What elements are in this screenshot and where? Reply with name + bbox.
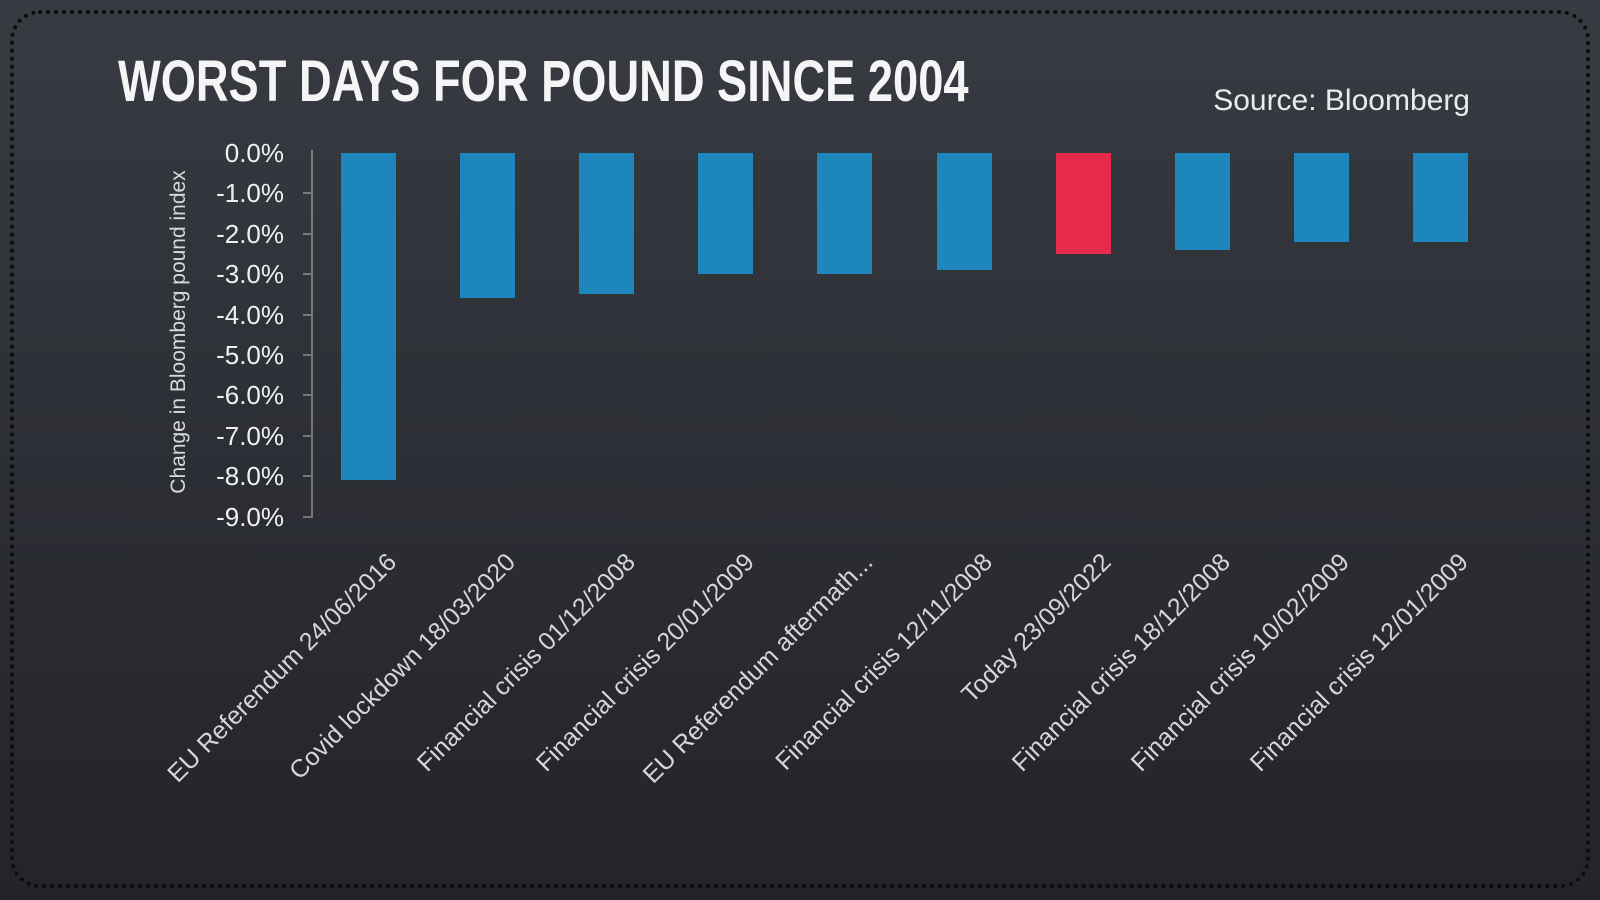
bar xyxy=(698,153,754,275)
bar xyxy=(460,153,516,299)
y-tick-label: 0.0% xyxy=(224,138,284,168)
x-axis-label: Financial crisis 01/12/2008 xyxy=(411,548,641,778)
x-axis-label: Financial crisis 20/01/2009 xyxy=(530,548,760,778)
x-axis-label: Financial crisis 18/12/2008 xyxy=(1006,548,1237,778)
y-tick-mark xyxy=(303,394,311,397)
x-axis-label: Financial crisis 12/01/2009 xyxy=(1245,548,1475,778)
y-tick-mark xyxy=(303,313,311,316)
y-tick-mark xyxy=(303,475,311,478)
x-axis-label: Financial crisis 12/11/2008 xyxy=(770,548,998,776)
y-axis-line xyxy=(311,150,313,518)
bar xyxy=(817,153,873,275)
y-tick-mark xyxy=(303,273,311,276)
bar xyxy=(936,153,992,271)
y-tick-label: -5.0% xyxy=(216,340,284,370)
x-axis-label: Financial crisis 10/02/2009 xyxy=(1126,548,1356,778)
y-tick-mark xyxy=(303,354,311,356)
y-tick-label: -9.0% xyxy=(216,501,284,532)
y-tick-label: -1.0% xyxy=(216,178,284,209)
source-attribution: Source: Bloomberg xyxy=(1213,84,1470,117)
bar xyxy=(1293,153,1349,242)
bar xyxy=(1174,153,1230,250)
bar-highlighted xyxy=(1055,153,1111,254)
y-tick-label: -8.0% xyxy=(216,461,284,492)
x-axis-label: EU Referendum aftermath... xyxy=(637,548,879,789)
y-tick-label: -7.0% xyxy=(216,420,284,451)
y-tick-label: -2.0% xyxy=(216,218,284,249)
y-tick-mark xyxy=(303,515,311,518)
bar xyxy=(1412,153,1468,242)
chart-title: WORST DAYS FOR POUND SINCE 2004 xyxy=(118,49,969,114)
y-tick-mark xyxy=(303,192,311,195)
x-axis-label: EU Referendum 24/06/2016 xyxy=(162,548,403,788)
y-tick-mark xyxy=(303,434,311,437)
y-tick-label: -3.0% xyxy=(216,259,284,290)
x-axis-label: Covid lockdown 18/03/2020 xyxy=(284,548,522,785)
bar xyxy=(579,153,635,295)
bar xyxy=(341,153,396,481)
y-tick-label: -6.0% xyxy=(216,380,284,411)
y-tick-mark xyxy=(303,232,311,235)
y-tick-label: -4.0% xyxy=(216,299,284,330)
